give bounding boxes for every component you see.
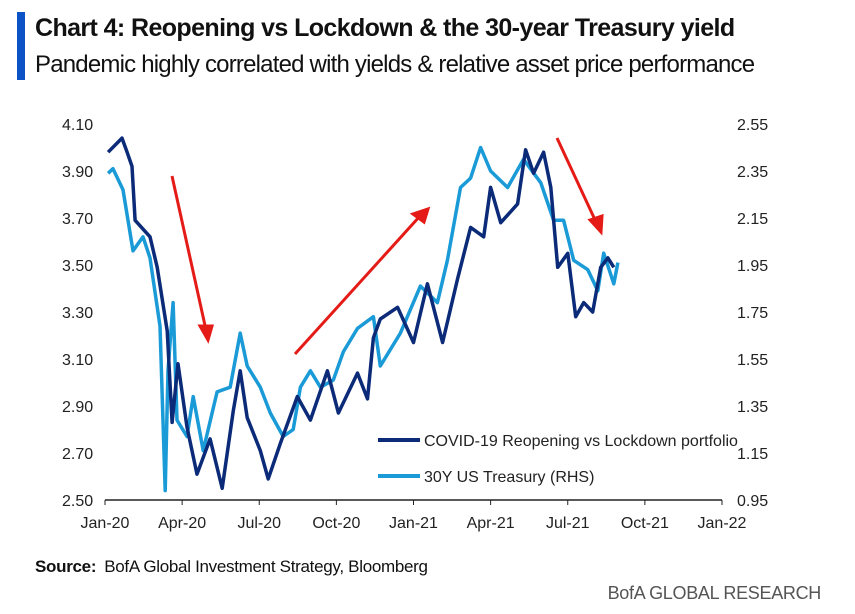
arrow-down-1-head [197,324,214,344]
accent-bar [17,12,25,80]
y-tick-left: 2.90 [62,399,93,416]
y-tick-right: 2.15 [737,211,768,228]
y-tick-right: 1.55 [737,352,768,369]
y-tick-right: 2.55 [737,117,768,134]
legend: COVID-19 Reopening vs Lockdown portfolio… [378,433,738,486]
y-tick-left: 3.90 [62,164,93,181]
arrow-down-1 [170,175,208,331]
y-tick-right: 1.35 [737,399,768,416]
x-tick-label: Jul-20 [237,515,281,532]
series-line-reopening-portfolio [106,136,616,491]
y-tick-left: 4.10 [62,117,93,134]
x-tick-label: Apr-21 [467,515,515,532]
source-note: Source: BofA Global Investment Strategy, … [35,557,428,577]
y-tick-left: 2.50 [62,493,93,510]
y-tick-right: 1.75 [737,305,768,322]
y-axis-right: 2.55 2.35 2.15 1.95 1.75 1.55 1.35 1.15 0.95 [737,117,768,510]
arrow-up [293,214,422,356]
x-tick-label: Oct-20 [312,515,360,532]
plot-area: 4.10 3.90 3.70 3.50 3.30 3.10 2.90 2.70 2.50 2.5… [62,117,768,532]
arrow-down-2-head [587,213,604,236]
x-tick-label: Jul-21 [546,515,590,532]
brand-label: BofA GLOBAL RESEARCH [607,583,822,603]
y-tick-left: 2.70 [62,446,93,463]
x-tick-label: Jan-21 [389,515,438,532]
y-tick-right: 0.95 [737,493,768,510]
x-tick-label: Jan-20 [81,515,130,532]
y-tick-right: 1.95 [737,258,768,275]
x-axis: Jan-20 Apr-20 Jul-20 Oct-20 Jan-21 Apr-21 Jul-… [81,500,747,532]
arrow-down-2 [555,137,598,223]
x-tick-label: Apr-20 [158,515,206,532]
y-tick-right: 1.15 [737,446,768,463]
x-tick-label: Jan-22 [698,515,747,532]
y-tick-right: 2.35 [737,164,768,181]
y-tick-left: 3.70 [62,211,93,228]
y-tick-left: 3.30 [62,305,93,322]
source-label: Source: [35,557,97,576]
y-tick-left: 3.10 [62,352,93,369]
arrow-up-head [409,206,431,225]
annotation-arrows [170,137,604,356]
chart-title: Chart 4: Reopening vs Lockdown & the 30-… [35,14,735,42]
source-text: BofA Global Investment Strategy, Bloombe… [104,557,428,576]
y-tick-left: 3.50 [62,258,93,275]
legend-label-light: 30Y US Treasury (RHS) [424,469,594,486]
x-tick-label: Oct-21 [621,515,669,532]
series-lines [106,136,620,493]
legend-label-dark: COVID-19 Reopening vs Lockdown portfolio [424,433,738,450]
y-axis-left: 4.10 3.90 3.70 3.50 3.30 3.10 2.90 2.70 2.50 [62,117,93,510]
chart-subtitle: Pandemic highly correlated with yields &… [35,51,755,78]
